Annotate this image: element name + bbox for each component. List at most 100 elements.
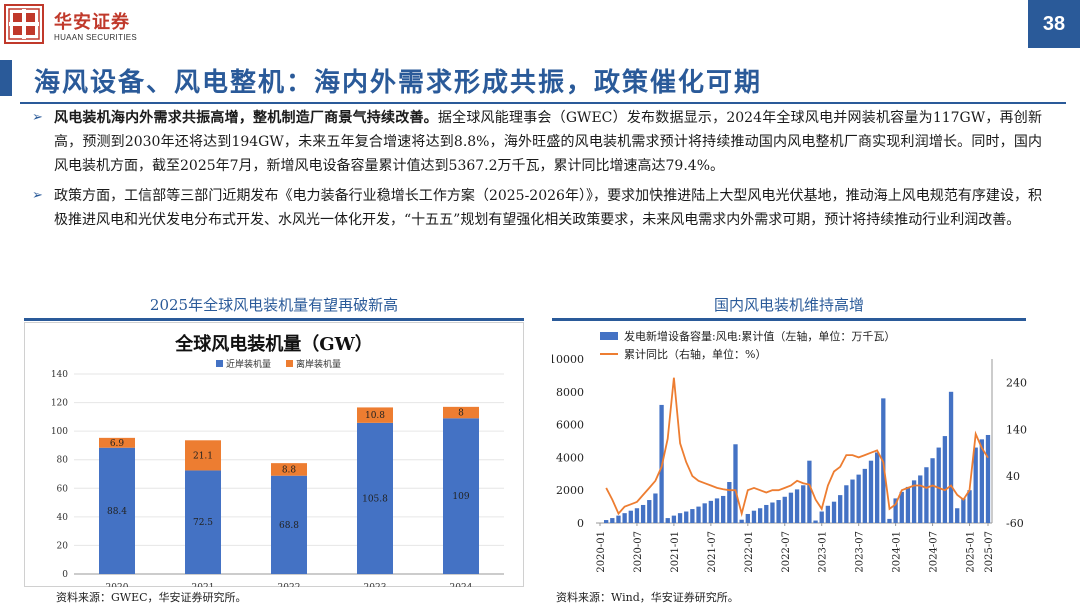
x-tick-label: 2025-01 xyxy=(966,531,977,573)
capacity-bar xyxy=(930,458,935,523)
yoy-line xyxy=(605,377,989,518)
capacity-bar xyxy=(887,518,892,523)
x-tick-label: 2024-07 xyxy=(929,531,940,573)
x-tick-label: 2023-01 xyxy=(818,531,829,573)
capacity-bar xyxy=(708,500,714,523)
legend-swatch xyxy=(600,332,618,340)
capacity-bar xyxy=(942,436,948,523)
x-tick-label: 2022-07 xyxy=(781,531,792,573)
title-bar: 海风设备、风电整机：海内外需求形成共振，政策催化可期 xyxy=(0,54,1080,104)
capacity-bar xyxy=(844,485,849,523)
bullet-1-bold: 风电装机海内外需求共振高增，整机制造厂商景气持续改善。 xyxy=(54,110,438,126)
bar-onshore xyxy=(357,422,393,574)
capacity-bar xyxy=(628,510,633,523)
y-tick-label: 80 xyxy=(57,456,69,466)
capacity-bar xyxy=(961,498,966,523)
bullet-1: ➢ 风电装机海内外需求共振高增，整机制造厂商景气持续改善。据全球风能理事会（GW… xyxy=(32,106,1042,178)
capacity-bar xyxy=(690,509,695,523)
capacity-bar xyxy=(616,515,621,523)
capacity-bar xyxy=(862,468,867,523)
legend-swatch xyxy=(216,360,223,367)
y-right-tick-label: 140 xyxy=(1006,423,1027,436)
capacity-bar xyxy=(696,506,701,523)
bar-offshore xyxy=(443,406,479,419)
bar-offshore xyxy=(271,463,307,476)
domestic-wind-installations-chart: 发电新增设备容量:风电:累计值（左轴，单位：万千瓦） 累计同比（右轴，单位：%） 0… xyxy=(552,329,1027,573)
capacity-bar xyxy=(838,495,843,523)
title-accent xyxy=(0,60,12,96)
capacity-bar xyxy=(782,496,787,523)
bullet-arrow-icon: ➢ xyxy=(32,110,43,125)
brand-name: 华安证券 xyxy=(54,12,130,33)
capacity-bar xyxy=(733,444,738,523)
legend-swatch xyxy=(286,360,293,367)
capacity-bar xyxy=(831,501,837,523)
capacity-bar xyxy=(665,518,670,523)
data-label: 72.5 xyxy=(193,518,213,528)
data-label: 8 xyxy=(458,409,464,419)
bar-onshore xyxy=(271,475,307,574)
capacity-bar xyxy=(604,520,609,523)
capacity-bar xyxy=(807,460,812,523)
left-panel-title: 2025年全球风电装机量有望再破新高 xyxy=(149,296,399,314)
capacity-bar xyxy=(671,515,677,523)
y-left-tick-label: 8000 xyxy=(556,386,584,399)
capacity-bar xyxy=(979,439,984,523)
capacity-bar xyxy=(911,480,917,523)
capacity-bar xyxy=(813,520,818,523)
capacity-bar xyxy=(850,479,855,523)
x-tick-label: 2025-07 xyxy=(984,531,995,573)
capacity-bar xyxy=(751,510,757,523)
y-left-tick-label: 2000 xyxy=(556,484,584,497)
left-source: 资料来源：GWEC，华安证券研究所。 xyxy=(56,591,247,604)
data-label: 109 xyxy=(452,492,469,502)
x-tick-label: 2021-01 xyxy=(670,531,681,573)
y-tick-label: 20 xyxy=(57,541,69,551)
legend-label: 近岸装机量 xyxy=(226,358,271,370)
legend-label: 发电新增设备容量:风电:累计值（左轴，单位：万千瓦） xyxy=(624,329,895,343)
capacity-bar xyxy=(610,518,615,523)
y-tick-label: 0 xyxy=(62,570,68,580)
y-left-tick-label: 6000 xyxy=(556,419,584,432)
capacity-bar xyxy=(721,495,726,523)
capacity-bar xyxy=(653,493,658,523)
capacity-bar xyxy=(801,485,806,523)
capacity-bar xyxy=(825,505,831,523)
capacity-bar xyxy=(684,511,689,523)
y-tick-label: 140 xyxy=(51,370,68,380)
bullet-arrow-icon: ➢ xyxy=(32,188,43,203)
page-number: 38 xyxy=(1028,0,1080,48)
bar-offshore xyxy=(99,437,135,448)
global-wind-installations-chart: 全球风电装机量（GW） 近岸装机量 离岸装机量 0 20 40 60 80 100 120 140 8… xyxy=(24,322,524,587)
capacity-bar xyxy=(905,486,911,523)
capacity-bar xyxy=(936,447,941,523)
capacity-bar xyxy=(794,489,800,523)
bar-offshore xyxy=(357,407,393,423)
data-label: 105.8 xyxy=(362,494,388,504)
x-tick-label: 2022-01 xyxy=(744,531,755,573)
capacity-bar xyxy=(868,460,874,523)
capacity-bar xyxy=(776,500,781,523)
capacity-bar xyxy=(893,498,898,523)
x-tick-label: 2021 xyxy=(192,583,215,587)
bullet-1-text: 据全球风能理事会（GWEC）发布数据显示，2024年全球风电并网装机容量为117… xyxy=(54,110,1042,174)
capacity-bar xyxy=(973,447,978,523)
capacity-bar xyxy=(727,482,732,523)
y-right-tick-label: -60 xyxy=(1006,517,1024,530)
capacity-bar xyxy=(770,502,775,523)
x-tick-label: 2021-07 xyxy=(707,531,718,573)
capacity-bar xyxy=(874,452,880,523)
bullet-list: ➢ 风电装机海内外需求共振高增，整机制造厂商景气持续改善。据全球风能理事会（GW… xyxy=(32,106,1042,238)
x-tick-label: 2020-01 xyxy=(596,531,607,573)
y-tick-label: 120 xyxy=(51,399,68,409)
y-left-tick-label: 10000 xyxy=(552,353,584,366)
capacity-bar xyxy=(924,467,929,523)
bar-onshore xyxy=(185,470,221,574)
capacity-bar xyxy=(899,491,904,523)
x-tick-label: 2023 xyxy=(364,583,387,587)
x-tick-label: 2024-01 xyxy=(892,531,903,573)
right-source: 资料来源：Wind，华安证券研究所。 xyxy=(556,591,739,604)
y-tick-label: 40 xyxy=(57,513,69,523)
y-right-tick-label: 240 xyxy=(1006,376,1027,389)
data-label: 21.1 xyxy=(193,451,213,461)
